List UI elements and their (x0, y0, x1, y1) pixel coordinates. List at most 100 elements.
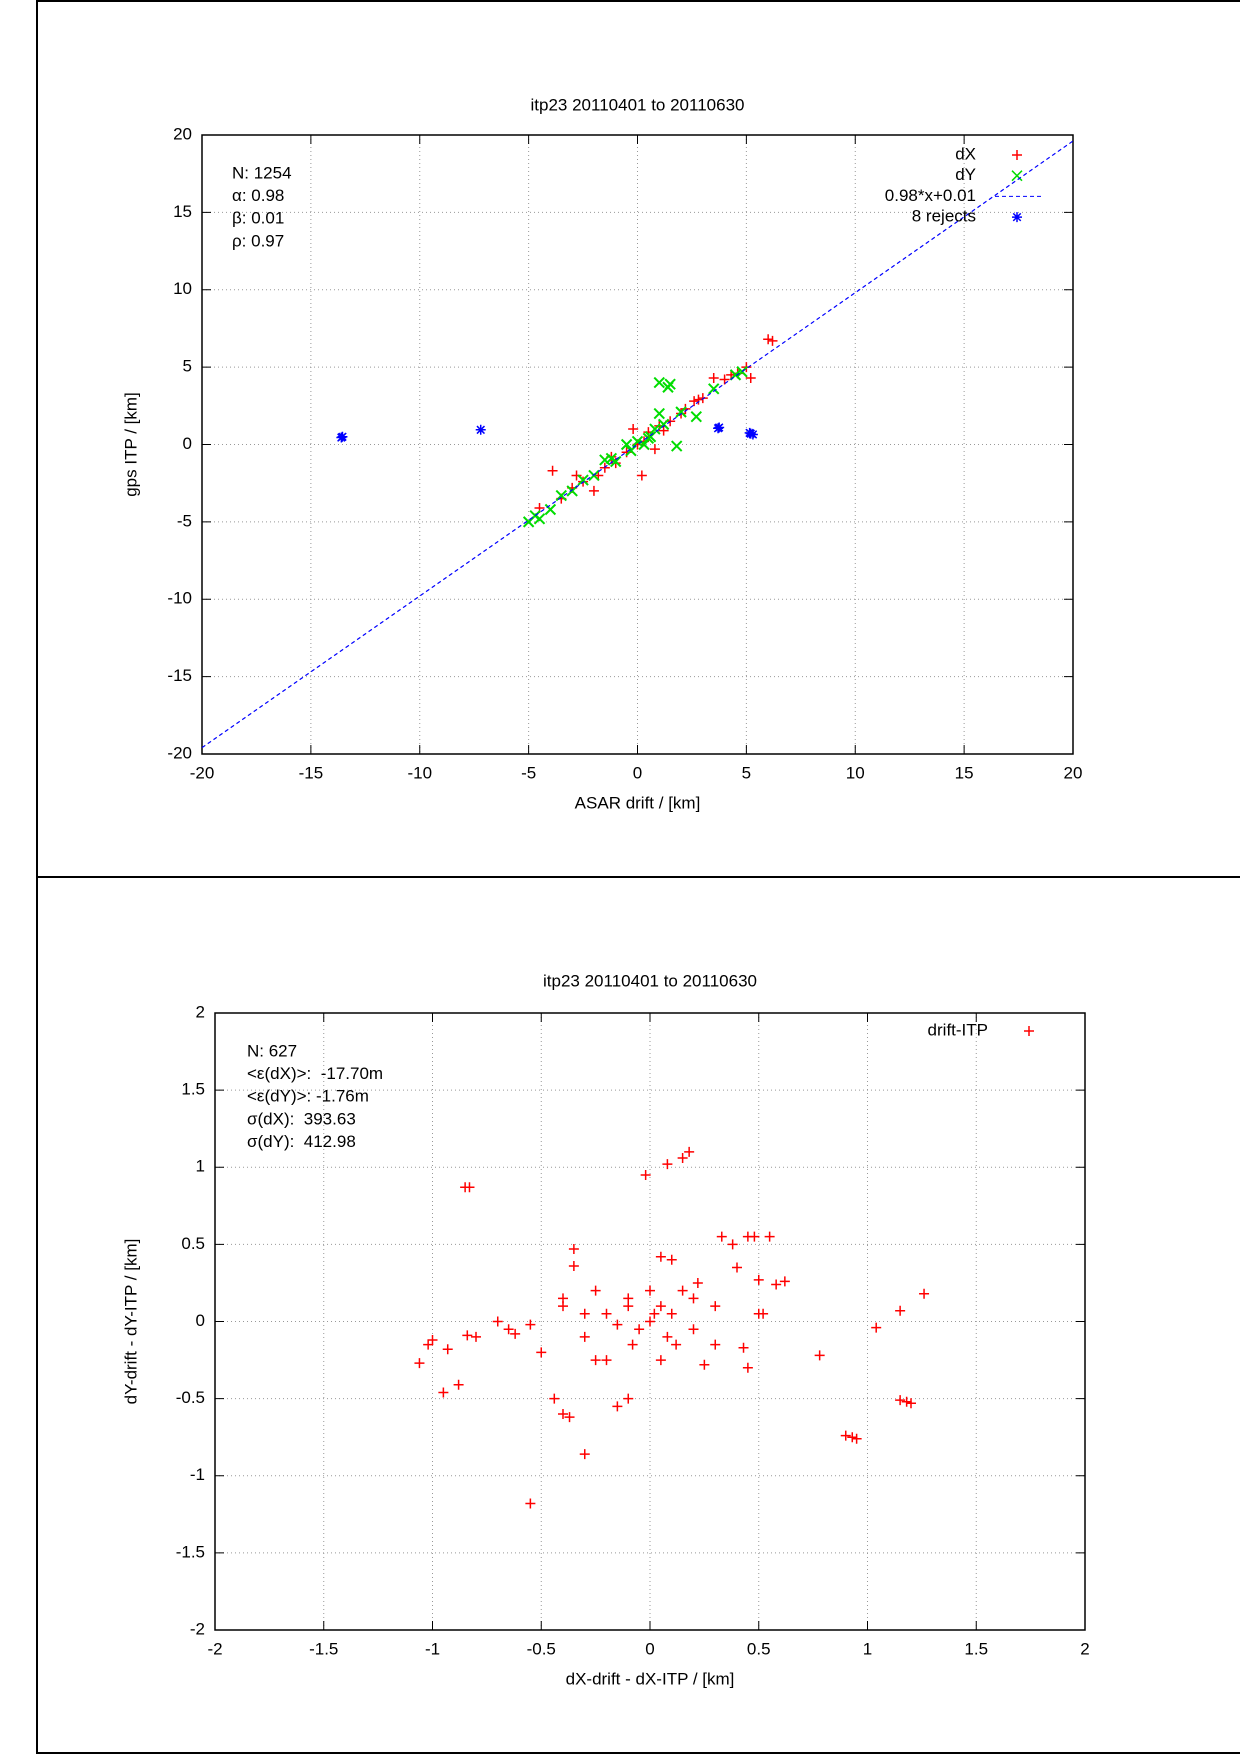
point (645, 1285, 655, 1296)
x-tick-label: 2 (1080, 1639, 1089, 1658)
point (758, 1308, 769, 1319)
x-tick-label: 1 (863, 1639, 872, 1658)
point (588, 485, 599, 496)
point (558, 1301, 568, 1312)
point (719, 374, 730, 385)
point (671, 1339, 682, 1350)
point (767, 335, 778, 346)
point (636, 470, 647, 481)
legend-label: dX (955, 144, 976, 163)
point (625, 444, 637, 457)
legend-label: drift-ITP (928, 1020, 988, 1039)
point (666, 1254, 677, 1265)
x-tick-label: 0.5 (747, 1639, 771, 1658)
point (588, 469, 600, 482)
point (692, 1277, 703, 1288)
point (677, 1285, 688, 1296)
y-tick-label: -10 (167, 589, 192, 608)
point (688, 1293, 699, 1304)
point (657, 418, 670, 431)
point (677, 1152, 688, 1163)
chart-title: itp23 20110401 to 20110630 (531, 95, 745, 114)
point (699, 1359, 710, 1370)
x-tick-label: 20 (1064, 763, 1083, 782)
point (577, 474, 589, 486)
point (840, 1430, 851, 1441)
y-tick-label: -15 (167, 666, 192, 685)
y-tick-label: 0.5 (181, 1234, 205, 1253)
point (558, 1409, 568, 1420)
point (612, 1319, 623, 1330)
legend-swatch (1012, 212, 1022, 223)
point (510, 1328, 521, 1339)
point (571, 470, 582, 481)
point (579, 1449, 590, 1460)
point (906, 1398, 916, 1409)
point (627, 1339, 638, 1350)
point (901, 1396, 912, 1407)
point (475, 424, 486, 435)
x-tick-label: 1.5 (964, 1639, 988, 1658)
point (670, 440, 683, 452)
point (749, 1231, 760, 1242)
point (555, 489, 567, 502)
legend-swatch (1011, 170, 1023, 182)
point (579, 1331, 590, 1342)
point (662, 381, 674, 393)
point (708, 383, 720, 395)
point (814, 1350, 825, 1361)
point (544, 503, 557, 516)
point (549, 1393, 560, 1404)
point (644, 431, 657, 443)
plot-frame (201, 134, 1074, 755)
point (655, 1355, 666, 1366)
point (620, 438, 633, 451)
y-tick-label: -0.5 (176, 1388, 205, 1407)
point (623, 1393, 634, 1404)
point (895, 1305, 906, 1316)
point (727, 1239, 738, 1250)
point (601, 1355, 612, 1366)
x-tick-label: 5 (742, 763, 751, 782)
annotation: ρ: 0.97 (232, 231, 284, 250)
point (568, 1260, 579, 1271)
point (744, 427, 755, 438)
y-axis-label: dY-drift - dY-ITP / [km] (121, 1239, 140, 1405)
x-tick-label: -0.5 (527, 1639, 556, 1658)
point (675, 406, 687, 418)
point (634, 1324, 645, 1335)
point (697, 393, 708, 404)
point (453, 1379, 464, 1390)
point (653, 376, 665, 389)
y-tick-label: 5 (183, 357, 192, 376)
x-tick-label: 0 (633, 763, 642, 782)
point (628, 424, 639, 435)
point (662, 1331, 673, 1342)
y-tick-label: -1 (190, 1465, 205, 1484)
x-tick-label: -1 (425, 1639, 440, 1658)
x-tick-label: 10 (846, 763, 865, 782)
point (747, 429, 758, 440)
legend-swatch (1012, 150, 1022, 160)
y-tick-label: 20 (173, 124, 192, 143)
legend-label: 8 rejects (912, 207, 976, 226)
y-tick-label: 1 (196, 1157, 205, 1176)
x-tick-label: -1.5 (309, 1639, 338, 1658)
y-tick-label: -2 (190, 1619, 205, 1638)
point (605, 452, 618, 465)
point (847, 1432, 858, 1443)
point (568, 1244, 579, 1254)
point (414, 1358, 425, 1369)
point (649, 423, 661, 435)
chart-title: itp23 20110401 to 20110630 (543, 971, 757, 990)
point (442, 1344, 453, 1355)
point (732, 1262, 742, 1273)
point (471, 1331, 481, 1342)
point (423, 1339, 434, 1350)
point (708, 372, 719, 383)
annotation: α: 0.98 (232, 186, 284, 205)
y-tick-label: 10 (173, 279, 192, 298)
point (601, 1308, 612, 1319)
point (337, 431, 348, 442)
point (525, 1319, 536, 1330)
